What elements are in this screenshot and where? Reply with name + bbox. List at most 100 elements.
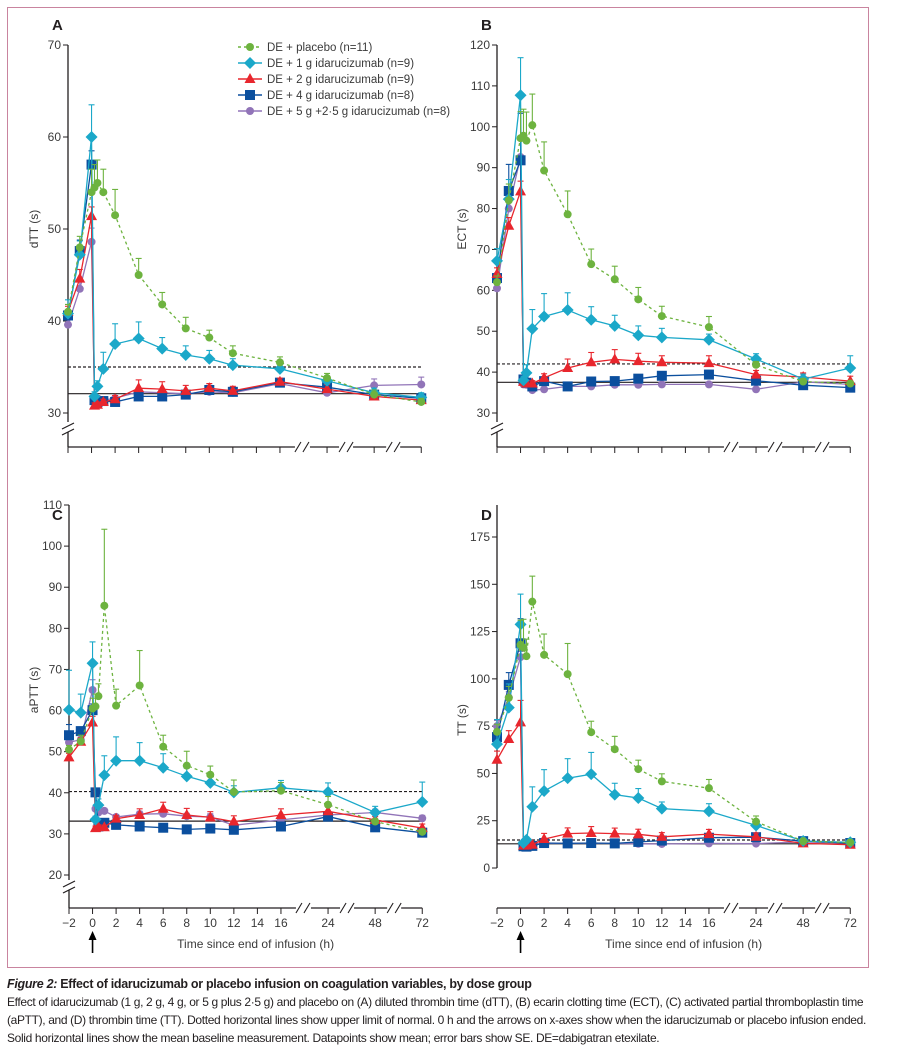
data-point-g1 <box>91 380 104 393</box>
series-line-placebo <box>496 601 851 844</box>
x-tick-label: 8 <box>611 916 618 930</box>
data-point-placebo <box>634 295 643 304</box>
data-point-g5 <box>246 107 254 115</box>
data-point-g2 <box>321 383 333 394</box>
data-point-g2 <box>703 828 715 839</box>
data-point-g1 <box>702 805 715 818</box>
x-axis-break-mark <box>767 902 775 914</box>
y-tick-label: 100 <box>470 672 490 686</box>
data-point-g4 <box>656 370 667 381</box>
data-point-g1 <box>655 331 668 344</box>
series-line-g2 <box>496 720 851 847</box>
data-point-g2 <box>609 353 621 364</box>
y-tick-label: 70 <box>48 38 62 52</box>
data-point-g1 <box>655 802 668 815</box>
data-point-g2 <box>562 827 574 838</box>
data-point-g1 <box>63 703 75 716</box>
data-point-g4 <box>323 811 334 822</box>
y-tick-label: 80 <box>49 621 63 635</box>
data-point-g2 <box>180 384 192 395</box>
data-point-placebo <box>370 390 379 399</box>
data-point-g2 <box>503 219 515 230</box>
data-point-g2 <box>585 827 597 838</box>
data-point-placebo <box>323 374 332 383</box>
series-g2 <box>491 180 856 388</box>
data-point-placebo <box>91 702 100 711</box>
series-placebo <box>493 93 855 388</box>
series-line-placebo <box>67 181 422 403</box>
x-tick-label: 12 <box>655 916 669 930</box>
data-point-g1 <box>491 738 503 751</box>
data-point-g2 <box>656 356 668 367</box>
data-point-g2 <box>86 210 98 221</box>
series-placebo <box>64 159 426 406</box>
series-placebo <box>65 528 427 836</box>
x-tick-label: 16 <box>274 916 288 930</box>
data-point-g2 <box>97 395 109 406</box>
data-point-g1 <box>514 89 527 102</box>
data-point-g4 <box>134 821 145 832</box>
data-point-g5 <box>752 385 761 394</box>
data-point-placebo <box>563 670 572 679</box>
x-tick-label: 6 <box>160 916 167 930</box>
panel-b: B 30 40 50 60 70 80 90 100 110 120 ECT (s) <box>455 17 857 453</box>
y-axis-break-mark <box>61 422 75 430</box>
data-point-g2 <box>91 398 103 409</box>
data-point-placebo <box>206 770 215 779</box>
data-point-g2 <box>133 382 145 393</box>
x-tick-label: −2 <box>62 916 76 930</box>
data-point-placebo <box>752 817 761 826</box>
data-point-placebo <box>229 787 238 796</box>
x-tick-label: 2 <box>541 916 548 930</box>
x-tick-label: 14 <box>251 916 265 930</box>
data-point-g2 <box>227 384 239 395</box>
x-axis-break-mark <box>393 441 401 453</box>
y-tick-label: 50 <box>477 324 491 338</box>
x-tick-label: 10 <box>204 916 218 930</box>
y-tick-label: 110 <box>471 79 490 93</box>
data-point-g4 <box>562 838 573 849</box>
series-g5 <box>493 153 855 395</box>
data-point-placebo <box>158 300 167 309</box>
y-axis-label: ECT (s) <box>455 208 469 249</box>
data-point-g2 <box>110 812 122 823</box>
data-point-g2 <box>538 833 550 844</box>
data-point-placebo <box>528 597 537 606</box>
data-point-placebo <box>540 166 549 175</box>
y-tick-label: 110 <box>43 498 62 512</box>
data-point-placebo <box>493 278 501 287</box>
legend-label: DE + 5 g +2·5 g idarucizumab (n=8) <box>267 106 450 118</box>
data-point-g2 <box>322 805 334 816</box>
y-axis-label: dTT (s) <box>27 210 41 248</box>
data-point-g2 <box>562 362 574 373</box>
data-point-g4 <box>633 836 644 847</box>
x-axis-break-mark <box>723 902 731 914</box>
series-g2 <box>491 699 856 850</box>
x-axis-break-mark <box>822 902 830 914</box>
data-point-g1 <box>561 772 574 785</box>
x-tick-label: 4 <box>564 916 571 930</box>
legend-label: DE + 4 g idarucizumab (n=8) <box>267 90 414 102</box>
data-point-g1 <box>844 362 857 375</box>
x-axis-break-mark <box>822 441 830 453</box>
x-axis-break-mark <box>346 441 354 453</box>
x-tick-label: 0 <box>517 916 524 930</box>
data-point-g1 <box>526 322 539 335</box>
data-point-g1 <box>204 776 217 789</box>
data-point-g1 <box>157 761 170 774</box>
y-tick-label: 40 <box>477 365 491 379</box>
x-tick-label: 0 <box>89 916 96 930</box>
data-point-g1 <box>585 313 598 326</box>
data-point-g1 <box>110 754 123 767</box>
data-point-g2 <box>515 185 527 196</box>
data-point-g2 <box>181 808 193 819</box>
data-point-g2 <box>228 815 240 826</box>
data-point-placebo <box>634 765 643 774</box>
data-point-placebo <box>100 601 109 610</box>
data-point-g5 <box>540 385 549 394</box>
data-point-g4 <box>562 381 573 392</box>
data-point-g1 <box>526 800 539 813</box>
data-point-g2 <box>526 377 538 388</box>
data-point-g2 <box>275 808 287 819</box>
